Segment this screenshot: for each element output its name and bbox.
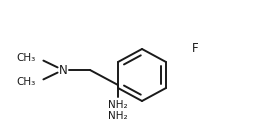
Text: CH₃: CH₃ — [17, 77, 36, 87]
Text: F: F — [192, 43, 199, 55]
Text: N: N — [59, 64, 67, 76]
Text: NH₂: NH₂ — [108, 111, 128, 121]
Text: CH₃: CH₃ — [17, 53, 36, 63]
Text: NH₂: NH₂ — [108, 100, 128, 110]
